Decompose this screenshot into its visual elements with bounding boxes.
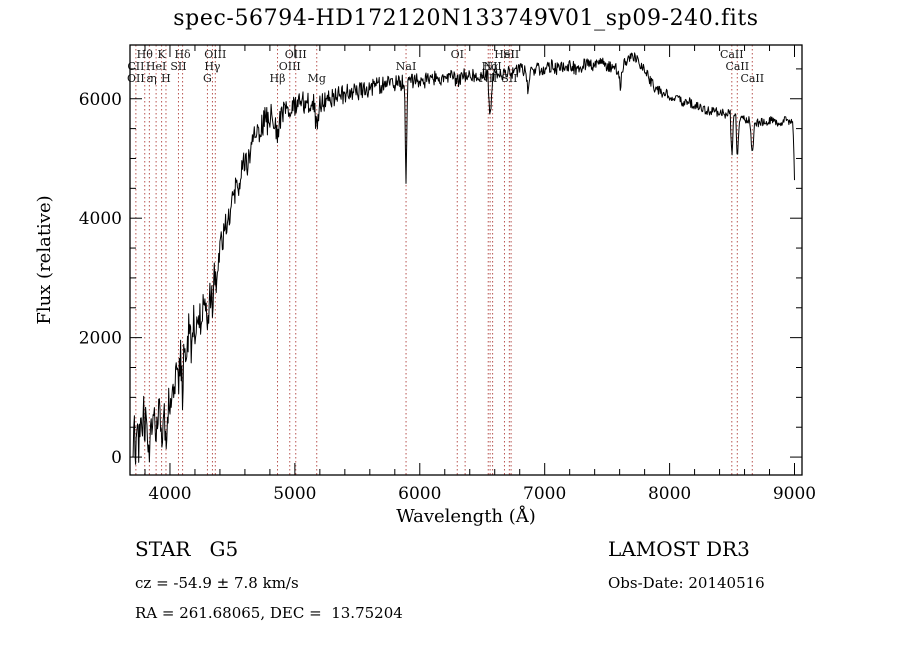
spectral-line-label: OIII — [279, 60, 301, 73]
spectral-line-label: G — [203, 72, 212, 85]
x-axis-label: Wavelength (Å) — [396, 506, 536, 527]
plot-title: spec-56794-HD172120N133749V01_sp09-240.f… — [173, 6, 759, 31]
spectral-line-label: OI — [451, 48, 464, 61]
spectral-line-label: H — [161, 72, 171, 85]
spectral-line-label: K — [157, 48, 166, 61]
spectrum-trace — [132, 52, 795, 465]
x-tick-label: 8000 — [648, 484, 691, 504]
x-tick-label: 4000 — [148, 484, 191, 504]
plot-frame — [129, 44, 803, 476]
y-tick-label: 2000 — [79, 329, 122, 349]
spectral-line-label: Hβ — [270, 72, 286, 85]
y-axis-label: Flux (relative) — [34, 195, 55, 325]
x-tick-label: 7000 — [523, 484, 566, 504]
spectral-line-label: CaII — [740, 72, 764, 85]
y-tick-label: 6000 — [79, 90, 122, 110]
radial-velocity-text: cz = -54.9 ± 7.8 km/s — [135, 574, 299, 592]
classification-text: STAR G5 — [135, 537, 239, 561]
spectral-line-label: Hδ — [174, 48, 191, 61]
spectral-line-label: Hθ — [137, 48, 154, 61]
spectral-line-label: ε — [147, 72, 153, 85]
obs-date-text: Obs-Date: 20140516 — [608, 574, 765, 592]
spectral-line-label: OII — [127, 72, 145, 85]
x-tick-label: 9000 — [773, 484, 816, 504]
spectral-line-label: OIII — [204, 48, 226, 61]
survey-release-text: LAMOST DR3 — [608, 537, 750, 561]
spectral-line-label: Mg — [308, 72, 326, 85]
spectral-line-label: CII — [127, 60, 144, 73]
ra-dec-text: RA = 261.68065, DEC = 13.75204 — [135, 604, 403, 622]
spectral-line-label: OIII — [285, 48, 307, 61]
y-tick-label: 4000 — [79, 209, 122, 229]
x-tick-label: 5000 — [273, 484, 316, 504]
spectral-line-label: CaII — [725, 60, 749, 73]
x-tick-label: 6000 — [398, 484, 441, 504]
spectral-line-label: HeI — [494, 48, 514, 61]
spectral-line-label: SII — [503, 48, 519, 61]
spectral-line-label: SII — [170, 60, 186, 73]
spectral-line-label: η — [150, 72, 157, 85]
spectral-line-label: NaI — [396, 60, 417, 73]
spectral-line-label: CaII — [720, 48, 744, 61]
spectral-line-label: SII — [501, 72, 517, 85]
spectral-line-label: Hγ — [204, 60, 221, 73]
spectral-line-label: NII — [483, 60, 501, 73]
y-tick-label: 0 — [111, 448, 122, 468]
spectral-line-label: HeI — [146, 60, 166, 73]
